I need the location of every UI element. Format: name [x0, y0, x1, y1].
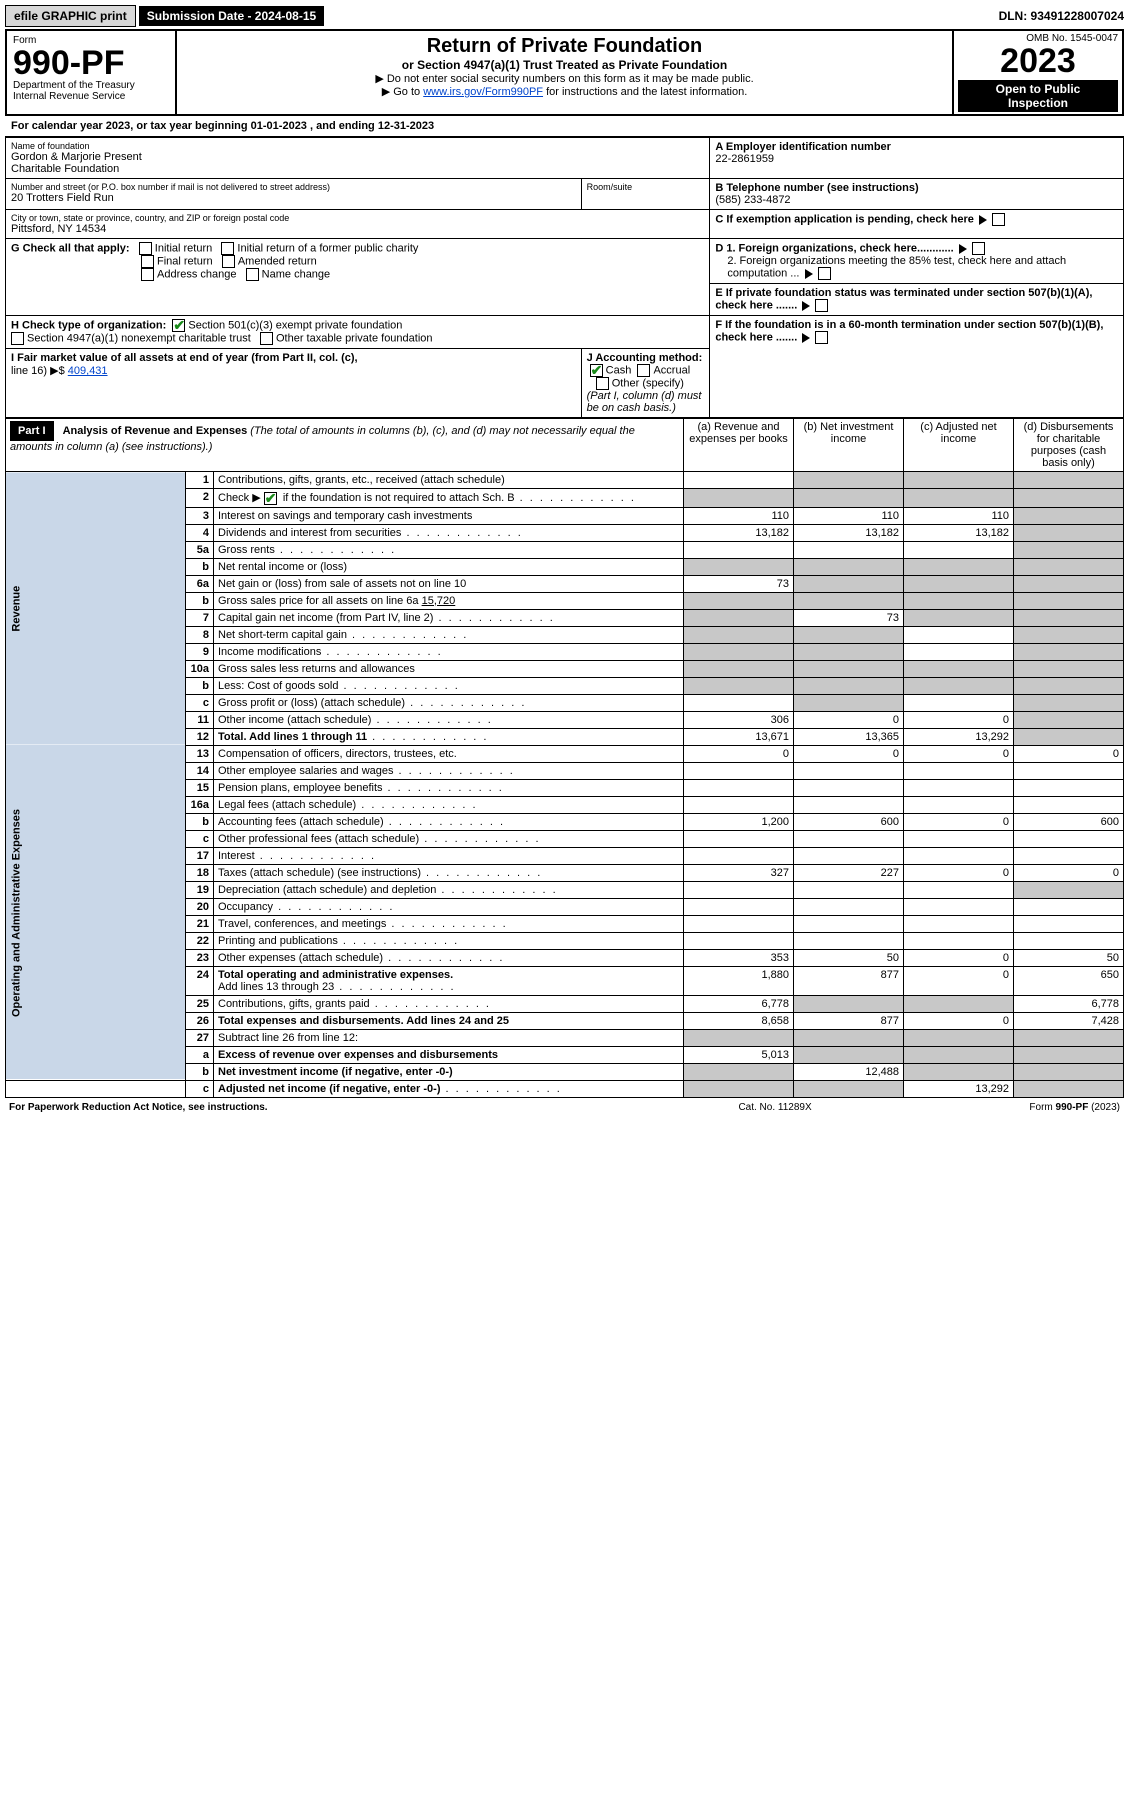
- line-13: Operating and Administrative Expenses 13…: [6, 745, 1124, 762]
- g-name-checkbox[interactable]: [246, 268, 259, 281]
- line-1: Revenue 1 Contributions, gifts, grants, …: [6, 472, 1124, 489]
- instruction-2: ▶ Go to www.irs.gov/Form990PF for instru…: [181, 85, 948, 98]
- revenue-side-label: Revenue: [6, 472, 186, 746]
- form-number: 990-PF: [13, 46, 169, 80]
- g-amended-checkbox[interactable]: [222, 255, 235, 268]
- d1-label: D 1. Foreign organizations, check here..…: [715, 242, 953, 254]
- h-4947-label: Section 4947(a)(1) nonexempt charitable …: [27, 332, 251, 344]
- j-other-label: Other (specify): [612, 377, 684, 389]
- catalog-number: Cat. No. 11289X: [673, 1100, 877, 1115]
- arrow-icon: [802, 333, 810, 343]
- c-label: C If exemption application is pending, c…: [715, 213, 974, 225]
- arrow-icon: [979, 215, 987, 225]
- calendar-year-row: For calendar year 2023, or tax year begi…: [5, 116, 1124, 137]
- submission-date-badge: Submission Date - 2024-08-15: [139, 6, 324, 26]
- h-4947-checkbox[interactable]: [11, 332, 24, 345]
- h-501c3-label: Section 501(c)(3) exempt private foundat…: [188, 319, 402, 331]
- form-footer-label: Form 990-PF (2023): [877, 1100, 1124, 1115]
- col-c-header: (c) Adjusted net income: [904, 419, 1014, 472]
- g-label: G Check all that apply:: [11, 242, 130, 254]
- foundation-name-2: Charitable Foundation: [11, 163, 704, 175]
- open-public-badge: Open to PublicInspection: [958, 80, 1118, 112]
- address-label: Number and street (or P.O. box number if…: [11, 182, 576, 192]
- col-a-header: (a) Revenue and expenses per books: [684, 419, 794, 472]
- g-initial-pub-checkbox[interactable]: [221, 242, 234, 255]
- g-final-label: Final return: [157, 255, 213, 267]
- line-27c: cAdjusted net income (if negative, enter…: [6, 1080, 1124, 1097]
- g-initial-checkbox[interactable]: [139, 242, 152, 255]
- h-other-checkbox[interactable]: [260, 332, 273, 345]
- h-other-label: Other taxable private foundation: [276, 332, 433, 344]
- room-label: Room/suite: [587, 182, 705, 192]
- col-d-header: (d) Disbursements for charitable purpose…: [1014, 419, 1124, 472]
- i-label: I Fair market value of all assets at end…: [11, 352, 358, 364]
- g-name-label: Name change: [262, 268, 331, 280]
- foundation-name-1: Gordon & Marjorie Present: [11, 151, 704, 163]
- g-final-checkbox[interactable]: [141, 255, 154, 268]
- g-addr-checkbox[interactable]: [141, 268, 154, 281]
- j-accrual-label: Accrual: [653, 364, 690, 376]
- phone-label: B Telephone number (see instructions): [715, 182, 1118, 194]
- pra-notice: For Paperwork Reduction Act Notice, see …: [5, 1100, 673, 1115]
- city-label: City or town, state or province, country…: [11, 213, 704, 223]
- j-cash-checkbox[interactable]: [590, 364, 603, 377]
- phone-value: (585) 233-4872: [715, 194, 1118, 206]
- form990pf-link[interactable]: www.irs.gov/Form990PF: [423, 86, 543, 98]
- page-footer: For Paperwork Reduction Act Notice, see …: [5, 1100, 1124, 1115]
- graphic-label: GRAPHIC: [41, 9, 96, 23]
- g-initial-pub-label: Initial return of a former public charit…: [237, 242, 418, 254]
- expenses-side-label: Operating and Administrative Expenses: [6, 745, 186, 1080]
- d2-checkbox[interactable]: [818, 267, 831, 280]
- j-cash-label: Cash: [606, 364, 632, 376]
- d1-checkbox[interactable]: [972, 242, 985, 255]
- arrow-icon: [959, 244, 967, 254]
- d2-label: 2. Foreign organizations meeting the 85%…: [727, 255, 1066, 279]
- j-accrual-checkbox[interactable]: [637, 364, 650, 377]
- address-value: 20 Trotters Field Run: [11, 192, 576, 204]
- h-label: H Check type of organization:: [11, 319, 166, 331]
- arrow-icon: [802, 301, 810, 311]
- schb-checkbox[interactable]: [264, 492, 277, 505]
- f-checkbox[interactable]: [815, 331, 828, 344]
- line-6b-value: 15,720: [422, 595, 456, 607]
- tax-year: 2023: [958, 44, 1118, 78]
- g-amended-label: Amended return: [238, 255, 317, 267]
- e-checkbox[interactable]: [815, 299, 828, 312]
- g-addr-label: Address change: [157, 268, 237, 280]
- f-label: F If the foundation is in a 60-month ter…: [715, 319, 1103, 343]
- part1-title: Analysis of Revenue and Expenses: [63, 425, 248, 437]
- i-line-label: line 16) ▶$: [11, 365, 65, 377]
- c-checkbox[interactable]: [992, 213, 1005, 226]
- form-header: Form 990-PF Department of the Treasury I…: [5, 29, 1124, 116]
- top-bar: efile GRAPHIC print Submission Date - 20…: [5, 5, 1124, 27]
- fmv-value: 409,431: [68, 365, 108, 377]
- irs-label: Internal Revenue Service: [13, 91, 169, 102]
- col-b-header: (b) Net investment income: [794, 419, 904, 472]
- h-501c3-checkbox[interactable]: [172, 319, 185, 332]
- ein-label: A Employer identification number: [715, 141, 1118, 153]
- dept-label: Department of the Treasury: [13, 80, 169, 91]
- g-initial-label: Initial return: [155, 242, 212, 254]
- ein-value: 22-2861959: [715, 153, 1118, 165]
- efile-button[interactable]: efile GRAPHIC print: [5, 5, 136, 27]
- j-other-checkbox[interactable]: [596, 377, 609, 390]
- arrow-icon: [805, 269, 813, 279]
- city-value: Pittsford, NY 14534: [11, 223, 704, 235]
- foundation-name-label: Name of foundation: [11, 141, 704, 151]
- form-title: Return of Private Foundation: [181, 35, 948, 58]
- part1-badge: Part I: [10, 421, 54, 441]
- part1-table: Part I Analysis of Revenue and Expenses …: [5, 418, 1124, 1098]
- j-note: (Part I, column (d) must be on cash basi…: [587, 390, 702, 414]
- identity-grid: Name of foundation Gordon & Marjorie Pre…: [5, 137, 1124, 418]
- dln-label: DLN: 93491228007024: [808, 5, 1124, 27]
- j-label: J Accounting method:: [587, 352, 703, 364]
- instruction-1: ▶ Do not enter social security numbers o…: [181, 72, 948, 85]
- form-subtitle: or Section 4947(a)(1) Trust Treated as P…: [181, 58, 948, 72]
- e-label: E If private foundation status was termi…: [715, 287, 1092, 311]
